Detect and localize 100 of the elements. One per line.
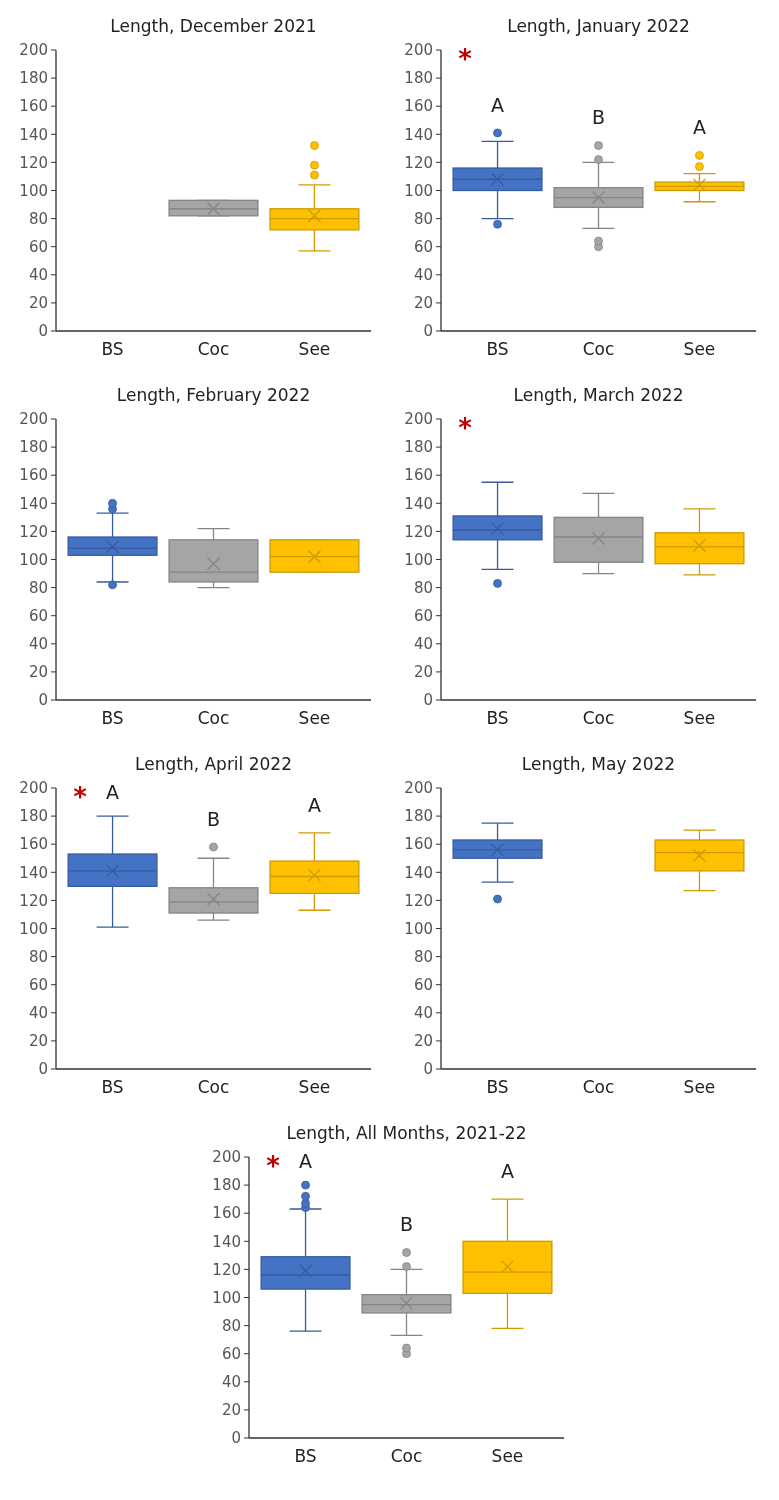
- y-tick-label: 180: [19, 807, 48, 826]
- x-tick-label: BS: [486, 339, 509, 359]
- annotation: A: [106, 780, 120, 803]
- x-tick-label: See: [298, 1077, 331, 1097]
- x-tick-label: BS: [101, 1077, 124, 1097]
- y-tick-label: 0: [423, 691, 433, 710]
- x-tick-label: See: [298, 339, 331, 359]
- x-tick-label: BS: [101, 339, 124, 359]
- annotation: A: [491, 93, 505, 116]
- y-tick-label: 20: [413, 663, 433, 682]
- y-tick-label: 80: [28, 578, 48, 597]
- y-tick-label: 40: [413, 1004, 433, 1023]
- y-tick-label: 120: [211, 1260, 241, 1279]
- annotation: *: [73, 782, 88, 812]
- x-tick-label: Coc: [390, 1446, 422, 1466]
- y-tick-label: 0: [230, 1429, 241, 1448]
- y-tick-label: 120: [404, 522, 433, 541]
- x-tick-label: Coc: [197, 339, 230, 359]
- annotation: B: [591, 106, 606, 129]
- y-tick-label: 40: [28, 1004, 48, 1023]
- y-tick-label: 140: [404, 125, 433, 144]
- y-tick-label: 120: [19, 522, 48, 541]
- x-tick-label: BS: [486, 708, 509, 728]
- x-tick-label: Coc: [197, 708, 230, 728]
- y-tick-label: 160: [19, 466, 48, 485]
- y-tick-label: 0: [423, 1060, 433, 1079]
- annotation: A: [298, 1149, 312, 1172]
- annotation: A: [500, 1159, 514, 1182]
- y-tick-label: 160: [404, 835, 433, 854]
- x-tick-label: BS: [101, 708, 124, 728]
- y-tick-label: 20: [28, 663, 48, 682]
- chart-title: Length, May 2022: [521, 754, 676, 774]
- y-tick-label: 40: [28, 635, 48, 654]
- x-tick-label: BS: [293, 1446, 317, 1466]
- y-tick-label: 200: [404, 41, 433, 60]
- annotation: B: [206, 807, 221, 830]
- annotation: *: [265, 1151, 280, 1181]
- y-tick-label: 140: [404, 863, 433, 882]
- y-tick-label: 160: [404, 466, 433, 485]
- y-tick-label: 80: [28, 209, 48, 228]
- y-tick-label: 200: [19, 410, 48, 429]
- y-tick-label: 200: [19, 779, 48, 798]
- y-tick-label: 120: [404, 153, 433, 172]
- y-tick-label: 200: [404, 779, 433, 798]
- y-tick-label: 40: [413, 635, 433, 654]
- x-tick-label: Coc: [582, 339, 615, 359]
- chart-title: Length, March 2022: [513, 385, 684, 405]
- y-tick-label: 180: [404, 69, 433, 88]
- y-tick-label: 20: [28, 1032, 48, 1051]
- annotation: A: [692, 116, 706, 139]
- y-tick-label: 0: [38, 322, 48, 341]
- y-tick-label: 100: [211, 1288, 241, 1307]
- y-tick-label: 160: [19, 97, 48, 116]
- y-tick-label: 80: [413, 209, 433, 228]
- chart-title: Length, April 2022: [135, 754, 292, 774]
- y-tick-label: 40: [221, 1373, 241, 1392]
- y-tick-label: 100: [404, 919, 433, 938]
- x-tick-label: Coc: [197, 1077, 230, 1097]
- x-tick-label: See: [683, 708, 716, 728]
- y-tick-label: 20: [413, 1032, 433, 1051]
- y-tick-label: 20: [221, 1401, 241, 1420]
- chart-title: Length, All Months, 2021-22: [286, 1123, 526, 1143]
- y-tick-label: 180: [404, 807, 433, 826]
- y-tick-label: 180: [211, 1176, 241, 1195]
- y-tick-label: 60: [28, 237, 48, 256]
- y-tick-label: 100: [404, 181, 433, 200]
- y-tick-label: 140: [211, 1232, 241, 1251]
- y-tick-label: 60: [413, 975, 433, 994]
- y-tick-label: 100: [19, 550, 48, 569]
- x-tick-label: See: [491, 1446, 523, 1466]
- y-tick-label: 180: [404, 438, 433, 457]
- y-tick-label: 60: [413, 237, 433, 256]
- y-tick-label: 200: [404, 410, 433, 429]
- chart-title: Length, February 2022: [116, 385, 311, 405]
- y-tick-label: 160: [211, 1204, 241, 1223]
- y-tick-label: 0: [423, 322, 433, 341]
- y-tick-label: 160: [19, 835, 48, 854]
- y-tick-label: 60: [413, 606, 433, 625]
- y-tick-label: 140: [19, 494, 48, 513]
- y-tick-label: 140: [404, 494, 433, 513]
- y-tick-label: 140: [19, 863, 48, 882]
- y-tick-label: 200: [211, 1148, 241, 1167]
- chart-title: Length, December 2021: [110, 16, 317, 36]
- y-tick-label: 0: [38, 691, 48, 710]
- annotation: *: [458, 413, 473, 443]
- y-tick-label: 40: [28, 266, 48, 285]
- annotation: A: [307, 793, 321, 816]
- y-tick-label: 120: [19, 891, 48, 910]
- y-tick-label: 100: [19, 919, 48, 938]
- y-tick-label: 200: [19, 41, 48, 60]
- y-tick-label: 80: [413, 947, 433, 966]
- y-tick-label: 40: [413, 266, 433, 285]
- y-tick-label: 60: [28, 975, 48, 994]
- y-tick-label: 100: [404, 550, 433, 569]
- y-tick-label: 60: [28, 606, 48, 625]
- x-tick-label: Coc: [582, 708, 615, 728]
- y-tick-label: 80: [413, 578, 433, 597]
- x-tick-label: See: [298, 708, 331, 728]
- chart-title: Length, January 2022: [507, 16, 690, 36]
- y-tick-label: 120: [19, 153, 48, 172]
